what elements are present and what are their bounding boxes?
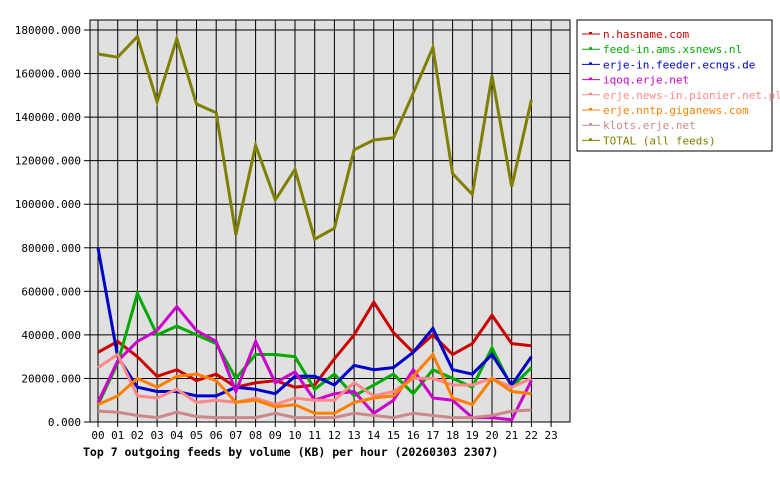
y-tick-label: 80000.000 xyxy=(21,242,81,255)
x-tick-label: 18 xyxy=(446,429,459,442)
legend-label: feed-in.ams.xsnews.nl xyxy=(603,43,742,56)
legend-item: feed-in.ams.xsnews.nl xyxy=(582,43,742,56)
x-tick-label: 15 xyxy=(387,429,400,442)
x-tick-label: 06 xyxy=(210,429,223,442)
x-tick-label: 04 xyxy=(170,429,184,442)
legend-label: erje.nntp.giganews.com xyxy=(603,104,749,117)
series-line-4 xyxy=(97,352,533,407)
x-tick-label: 09 xyxy=(269,429,282,442)
x-tick-label: 16 xyxy=(407,429,420,442)
y-tick-label: 160000.000 xyxy=(15,68,81,81)
y-tick-label: 120000.000 xyxy=(15,155,81,168)
legend-label: n.hasname.com xyxy=(603,28,689,41)
y-tick-label: 0.000 xyxy=(48,416,81,429)
legend-item: iqoq.erje.net xyxy=(582,74,689,87)
legend-item: klots.erje.net xyxy=(582,119,696,132)
legend-item: n.hasname.com xyxy=(582,28,689,41)
legend-label: erje.news-in.pionier.net.pl xyxy=(603,89,780,102)
legend-label: erje-in.feeder.ecngs.de xyxy=(603,58,755,71)
series-line-6 xyxy=(97,408,532,420)
x-tick-label: 22 xyxy=(525,429,538,442)
x-tick-label: 14 xyxy=(367,429,381,442)
legend: n.hasname.com feed-in.ams.xsnews.nl erje-i… xyxy=(576,19,780,152)
legend-item: erje-in.feeder.ecngs.de xyxy=(582,58,755,71)
y-tick-label: 40000.000 xyxy=(21,329,81,342)
series-line-1 xyxy=(96,289,533,406)
y-tick-label: 180000.000 xyxy=(15,24,81,37)
series-line-5 xyxy=(97,351,532,415)
grid xyxy=(90,20,570,423)
legend-label: iqoq.erje.net xyxy=(603,74,689,87)
x-tick-label: 10 xyxy=(288,429,301,442)
x-tick-label: 17 xyxy=(426,429,439,442)
series-line-0 xyxy=(97,299,532,389)
x-tick-label: 23 xyxy=(544,429,557,442)
x-tick-label: 07 xyxy=(229,429,242,442)
series-lines xyxy=(96,33,533,422)
legend-item: erje.news-in.pionier.net.pl xyxy=(582,89,780,102)
y-tick-label: 140000.000 xyxy=(15,111,81,124)
y-tick-label: 60000.000 xyxy=(21,285,81,298)
x-tick-label: 00 xyxy=(91,429,104,442)
y-tick-label: 20000.000 xyxy=(21,372,81,385)
legend-item: erje.nntp.giganews.com xyxy=(582,104,749,117)
legend-label: klots.erje.net xyxy=(603,119,696,132)
legend-box xyxy=(576,19,773,152)
x-tick-label: 01 xyxy=(111,429,124,442)
x-tick-label: 08 xyxy=(249,429,262,442)
chart-title: Top 7 outgoing feeds by volume (KB) per … xyxy=(83,445,498,459)
y-tick-label: 100000.000 xyxy=(15,198,81,211)
y-axis: 0.000 20000.000 40000.000 60000.000 80000.00… xyxy=(15,24,90,429)
x-axis: 00 01 02 03 04 05 06 07 08 09 10 11 12 13 14 15 16 17 18 19… xyxy=(91,422,558,442)
x-tick-label: 13 xyxy=(347,429,360,442)
x-tick-label: 03 xyxy=(150,429,163,442)
series-line-7 xyxy=(97,33,533,242)
x-tick-label: 20 xyxy=(485,429,498,442)
x-tick-label: 21 xyxy=(505,429,518,442)
legend-label: TOTAL (all feeds) xyxy=(603,134,716,147)
x-tick-label: 05 xyxy=(190,429,203,442)
x-tick-label: 02 xyxy=(131,429,144,442)
legend-item: TOTAL (all feeds) xyxy=(582,134,716,147)
x-tick-label: 12 xyxy=(328,429,341,442)
x-tick-label: 19 xyxy=(466,429,479,442)
x-tick-label: 11 xyxy=(308,429,321,442)
